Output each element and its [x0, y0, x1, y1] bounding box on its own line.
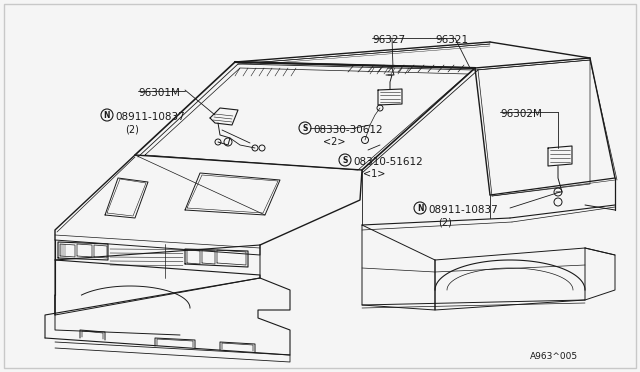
Text: (2): (2) [438, 217, 452, 227]
Text: S: S [342, 155, 348, 164]
Text: <2>: <2> [323, 137, 346, 147]
Text: 08330-30612: 08330-30612 [313, 125, 383, 135]
Text: 08911-10837: 08911-10837 [115, 112, 185, 122]
FancyBboxPatch shape [4, 4, 636, 368]
Text: <1>: <1> [363, 169, 385, 179]
Text: N: N [417, 203, 423, 212]
Text: 96301M: 96301M [138, 88, 180, 98]
Text: S: S [302, 124, 308, 132]
Text: 08911-10837: 08911-10837 [428, 205, 498, 215]
Text: (2): (2) [125, 124, 139, 134]
Text: 96321: 96321 [435, 35, 468, 45]
Text: N: N [104, 110, 110, 119]
Text: 96327: 96327 [372, 35, 405, 45]
Text: 08310-51612: 08310-51612 [353, 157, 423, 167]
Text: A963^005: A963^005 [530, 352, 578, 361]
Text: 96302M: 96302M [500, 109, 542, 119]
